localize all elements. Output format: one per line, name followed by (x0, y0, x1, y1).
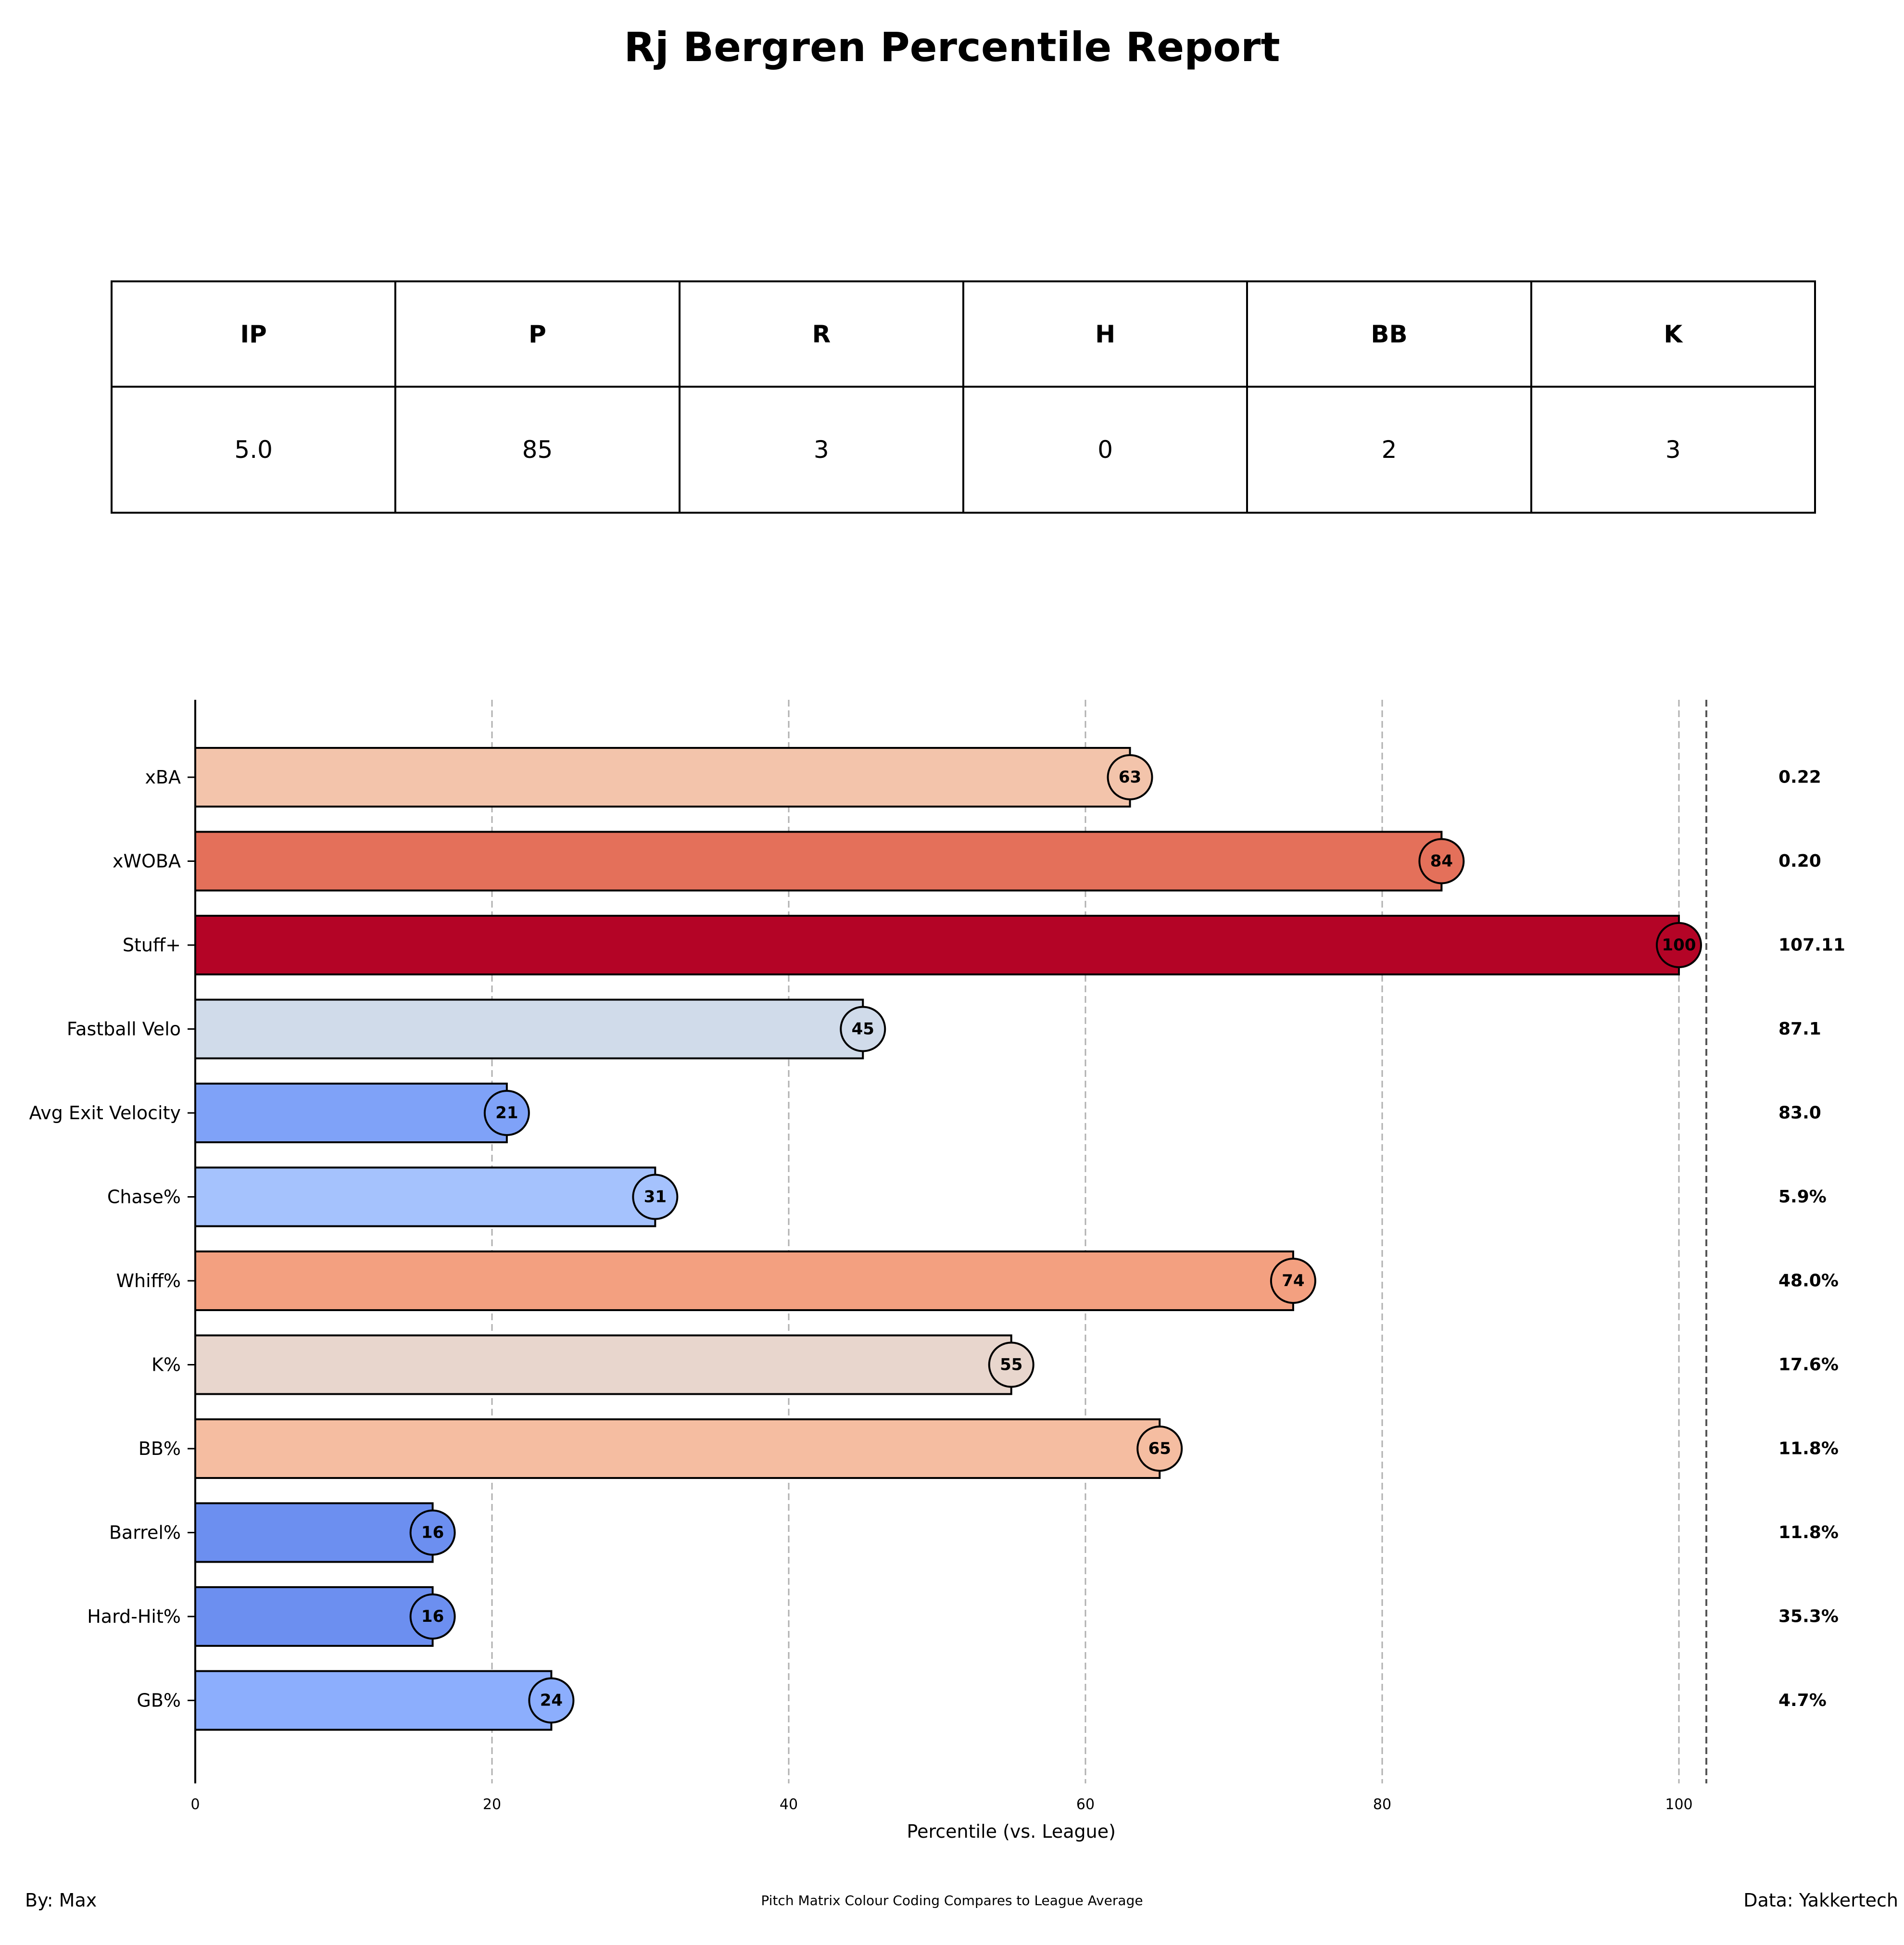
bar-1 (194, 831, 1443, 892)
percentile-marker-10 (409, 1593, 456, 1640)
stat-value-6: 48.0% (1778, 1271, 1839, 1291)
stat-value-9: 11.8% (1778, 1523, 1839, 1542)
percentile-marker-3 (840, 1006, 886, 1052)
bar-6 (194, 1250, 1294, 1311)
x-tick-label-40: 40 (780, 1796, 798, 1813)
category-label-8: BB% (139, 1438, 181, 1459)
footer-source: Data: Yakkertech (1743, 1890, 1898, 1911)
stats-header-p: P (394, 280, 681, 388)
category-label-5: Chase% (107, 1187, 181, 1208)
category-label-10: Hard-Hit% (87, 1606, 181, 1627)
stat-value-3: 87.1 (1778, 1019, 1821, 1039)
percentile-label-7: 55 (1000, 1355, 1022, 1375)
stat-value-1: 0.20 (1778, 851, 1821, 871)
bar-10 (194, 1586, 434, 1647)
percentile-marker-7 (988, 1341, 1034, 1388)
percentile-marker-8 (1136, 1426, 1183, 1472)
stats-header-row: IP P R H BB K (110, 280, 1816, 388)
stat-value-7: 17.6% (1778, 1355, 1839, 1375)
footer-author: By: Max (25, 1890, 97, 1911)
stats-header-r: R (678, 280, 964, 388)
stat-value-0: 0.22 (1778, 768, 1821, 787)
percentile-label-8: 65 (1148, 1439, 1171, 1458)
percentile-label-10: 16 (421, 1607, 444, 1626)
category-label-2: Stuff+ (123, 935, 181, 956)
percentile-label-2: 100 (1662, 935, 1696, 955)
category-label-3: Fastball Velo (67, 1019, 181, 1040)
category-label-7: K% (151, 1354, 181, 1376)
bar-3 (194, 998, 864, 1060)
percentile-label-9: 16 (421, 1523, 444, 1542)
stat-value-10: 35.3% (1778, 1607, 1839, 1627)
x-tick-label-100: 100 (1665, 1796, 1692, 1813)
bar-9 (194, 1502, 434, 1563)
percentile-marker-6 (1270, 1258, 1316, 1304)
percentile-marker-4 (483, 1090, 530, 1136)
stat-value-8: 11.8% (1778, 1439, 1839, 1459)
percentile-label-3: 45 (852, 1020, 874, 1039)
bar-7 (194, 1334, 1012, 1395)
bar-5 (194, 1166, 656, 1227)
bar-2 (194, 915, 1680, 975)
percentile-marker-0 (1107, 754, 1153, 800)
category-label-0: xBA (145, 767, 181, 788)
bar-8 (194, 1418, 1161, 1479)
stats-value-h: 0 (962, 386, 1248, 514)
percentile-label-6: 74 (1282, 1271, 1304, 1290)
percentile-marker-5 (632, 1174, 679, 1220)
category-label-6: Whiff% (116, 1270, 181, 1291)
percentile-marker-1 (1418, 838, 1465, 884)
stats-header-bb: BB (1246, 280, 1532, 388)
stats-value-ip: 5.0 (110, 386, 397, 514)
footer-note: Pitch Matrix Colour Coding Compares to L… (761, 1893, 1143, 1908)
stats-value-k: 3 (1530, 386, 1816, 514)
bar-0 (194, 747, 1131, 808)
stat-value-4: 83.0 (1778, 1103, 1821, 1123)
percentile-label-5: 31 (644, 1187, 667, 1207)
report-title: Rj Bergren Percentile Report (624, 24, 1280, 71)
x-tick-label-20: 20 (483, 1796, 501, 1813)
stat-value-5: 5.9% (1778, 1187, 1827, 1207)
percentile-label-0: 63 (1119, 768, 1141, 787)
stats-value-r: 3 (678, 386, 964, 514)
percentile-label-11: 24 (540, 1691, 563, 1710)
stats-value-row: 5.0 85 3 0 2 3 (110, 386, 1816, 514)
stats-header-k: K (1530, 280, 1816, 388)
category-label-11: GB% (137, 1690, 181, 1711)
percentile-label-4: 21 (495, 1103, 518, 1123)
percentile-marker-11 (528, 1677, 575, 1724)
stat-value-11: 4.7% (1778, 1691, 1827, 1710)
x-tick-label-80: 80 (1373, 1796, 1391, 1813)
x-axis-label: Percentile (vs. League) (907, 1821, 1116, 1842)
stats-header-ip: IP (110, 280, 397, 388)
stats-value-p: 85 (394, 386, 681, 514)
percentile-label-1: 84 (1430, 852, 1453, 871)
x-tick-label-0: 0 (190, 1796, 200, 1813)
category-label-9: Barrel% (109, 1522, 181, 1543)
category-label-1: xWOBA (113, 851, 181, 872)
category-label-4: Avg Exit Velocity (29, 1102, 181, 1124)
stats-header-h: H (962, 280, 1248, 388)
percentile-marker-2 (1656, 922, 1702, 968)
stats-value-bb: 2 (1246, 386, 1532, 514)
stat-value-2: 107.11 (1778, 935, 1845, 955)
percentile-marker-9 (409, 1509, 456, 1556)
bar-4 (194, 1083, 508, 1143)
bar-11 (194, 1670, 553, 1731)
x-tick-label-60: 60 (1076, 1796, 1095, 1813)
pitching-stats-table: IP P R H BB K 5.0 85 3 0 2 3 (110, 280, 1816, 514)
